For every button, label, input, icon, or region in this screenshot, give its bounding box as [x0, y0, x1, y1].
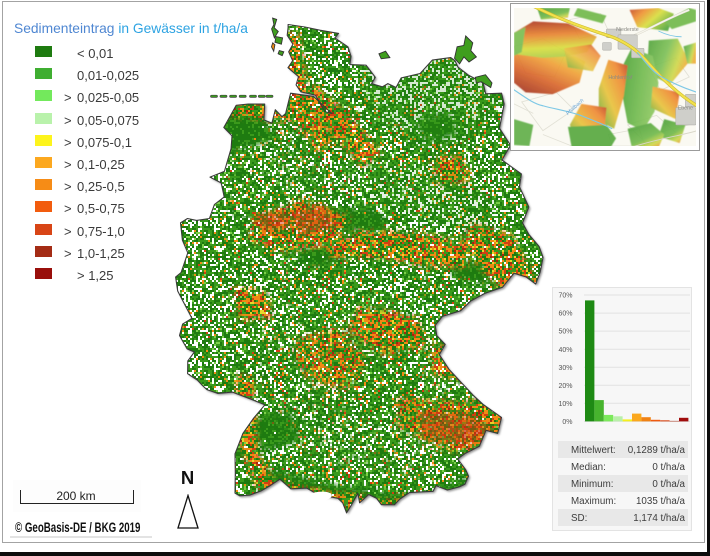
svg-text:70%: 70%	[558, 293, 572, 300]
svg-text:40%: 40%	[558, 347, 572, 354]
svg-text:Niederste: Niederste	[616, 27, 639, 33]
svg-text:Hohlenhof: Hohlenhof	[608, 75, 633, 81]
svg-text:50%: 50%	[558, 329, 572, 336]
svg-text:10%: 10%	[558, 401, 572, 408]
svg-text:60%: 60%	[558, 311, 572, 318]
svg-text:0%: 0%	[562, 419, 572, 426]
svg-text:20%: 20%	[558, 383, 572, 390]
svg-text:30%: 30%	[558, 365, 572, 372]
svg-text:Ebene: Ebene	[678, 106, 693, 112]
